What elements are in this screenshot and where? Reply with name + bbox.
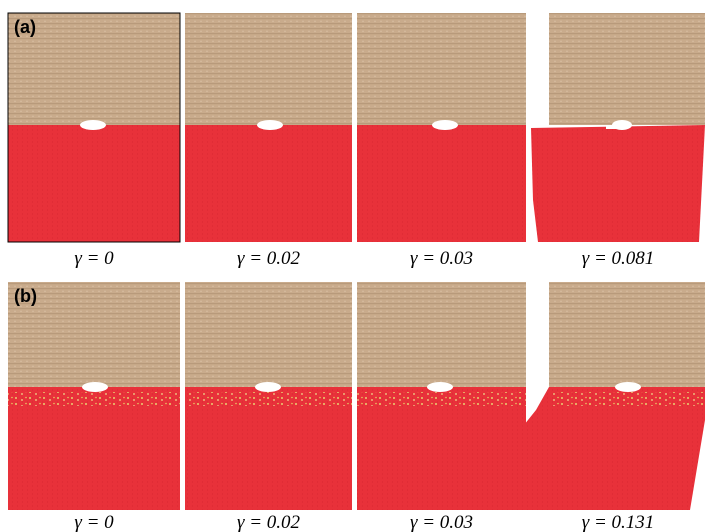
snapshots: γ = 0 γ = 0.02 γ = 0.03 γ = 0.081 (a) γ = 0 γ … (8, 13, 705, 532)
lower-crystal (8, 125, 180, 242)
lower-crystal (531, 125, 705, 242)
void (615, 382, 641, 392)
panel-label: (a) (14, 17, 36, 37)
upper-crystal (185, 282, 352, 387)
upper-crystal (549, 282, 705, 387)
upper-crystal (549, 13, 705, 125)
caption: γ = 0.03 (410, 248, 473, 269)
void (80, 120, 106, 130)
upper-crystal (357, 282, 526, 387)
figure: γ = 0 γ = 0.02 γ = 0.03 γ = 0.081 (a) γ = 0 γ … (0, 0, 705, 532)
void (255, 382, 281, 392)
panel-label: (b) (14, 286, 37, 306)
interface-defects (185, 392, 352, 406)
caption: γ = 0 (74, 248, 114, 269)
void (606, 125, 620, 129)
lower-crystal (185, 125, 352, 242)
interface-defects (549, 392, 705, 406)
caption: γ = 0.081 (582, 248, 655, 269)
void (427, 382, 453, 392)
caption: γ = 0.02 (237, 248, 301, 269)
lower-crystal (357, 125, 526, 242)
interface-defects (8, 392, 180, 406)
interface-defects (357, 392, 526, 406)
void (82, 382, 108, 392)
upper-crystal (185, 13, 352, 125)
upper-crystal (357, 13, 526, 125)
void (432, 120, 458, 130)
void (257, 120, 283, 130)
caption: γ = 0 (74, 512, 114, 532)
caption: γ = 0.131 (582, 512, 655, 532)
caption: γ = 0.03 (410, 512, 473, 532)
caption: γ = 0.02 (237, 512, 301, 532)
